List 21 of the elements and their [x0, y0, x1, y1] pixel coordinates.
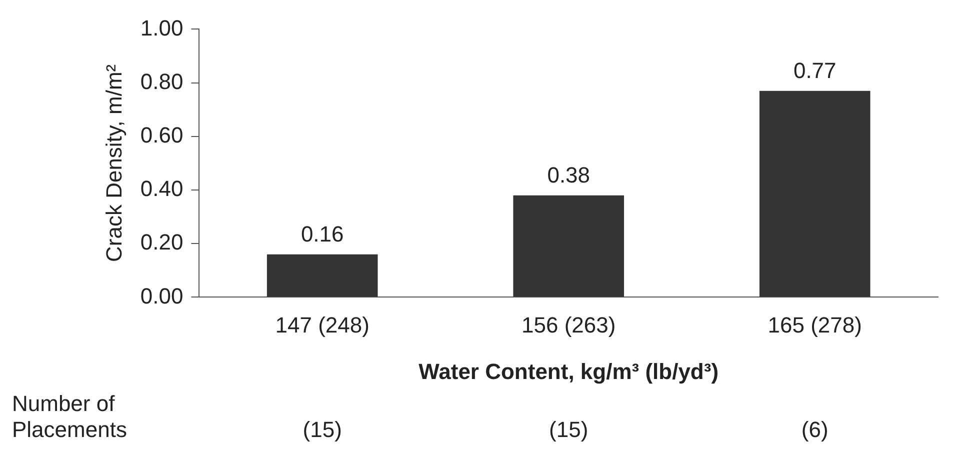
bar	[266, 254, 378, 297]
y-tick-label: 0.60	[140, 122, 184, 148]
text: (6)	[801, 417, 828, 442]
data-label: 0.77	[793, 58, 836, 83]
y-tick-label: 0.80	[140, 68, 184, 94]
data-label: 0.38	[547, 162, 590, 188]
y-tick-label: 0.20	[140, 230, 184, 255]
data-label: 0.16	[300, 221, 344, 246]
bar	[759, 90, 870, 297]
x-tick-label: 156 (263)	[522, 312, 616, 338]
y-tick-label: 0.00	[140, 283, 184, 308]
x-axis-title: Water Content, kg/m³ (lb/yd³)	[418, 358, 719, 384]
y-tick-label: 1.00	[140, 15, 184, 40]
x-tick-label: 147 (248)	[275, 312, 370, 338]
text: Number of Placements	[12, 391, 127, 442]
text: (15)	[549, 417, 588, 442]
x-tick-label: 165 (278)	[768, 312, 862, 338]
y-tick-label: 0.40	[140, 176, 184, 202]
y-axis-title: Crack Density, m/m²	[101, 64, 126, 262]
bar	[513, 195, 624, 297]
text: (15)	[302, 417, 342, 442]
